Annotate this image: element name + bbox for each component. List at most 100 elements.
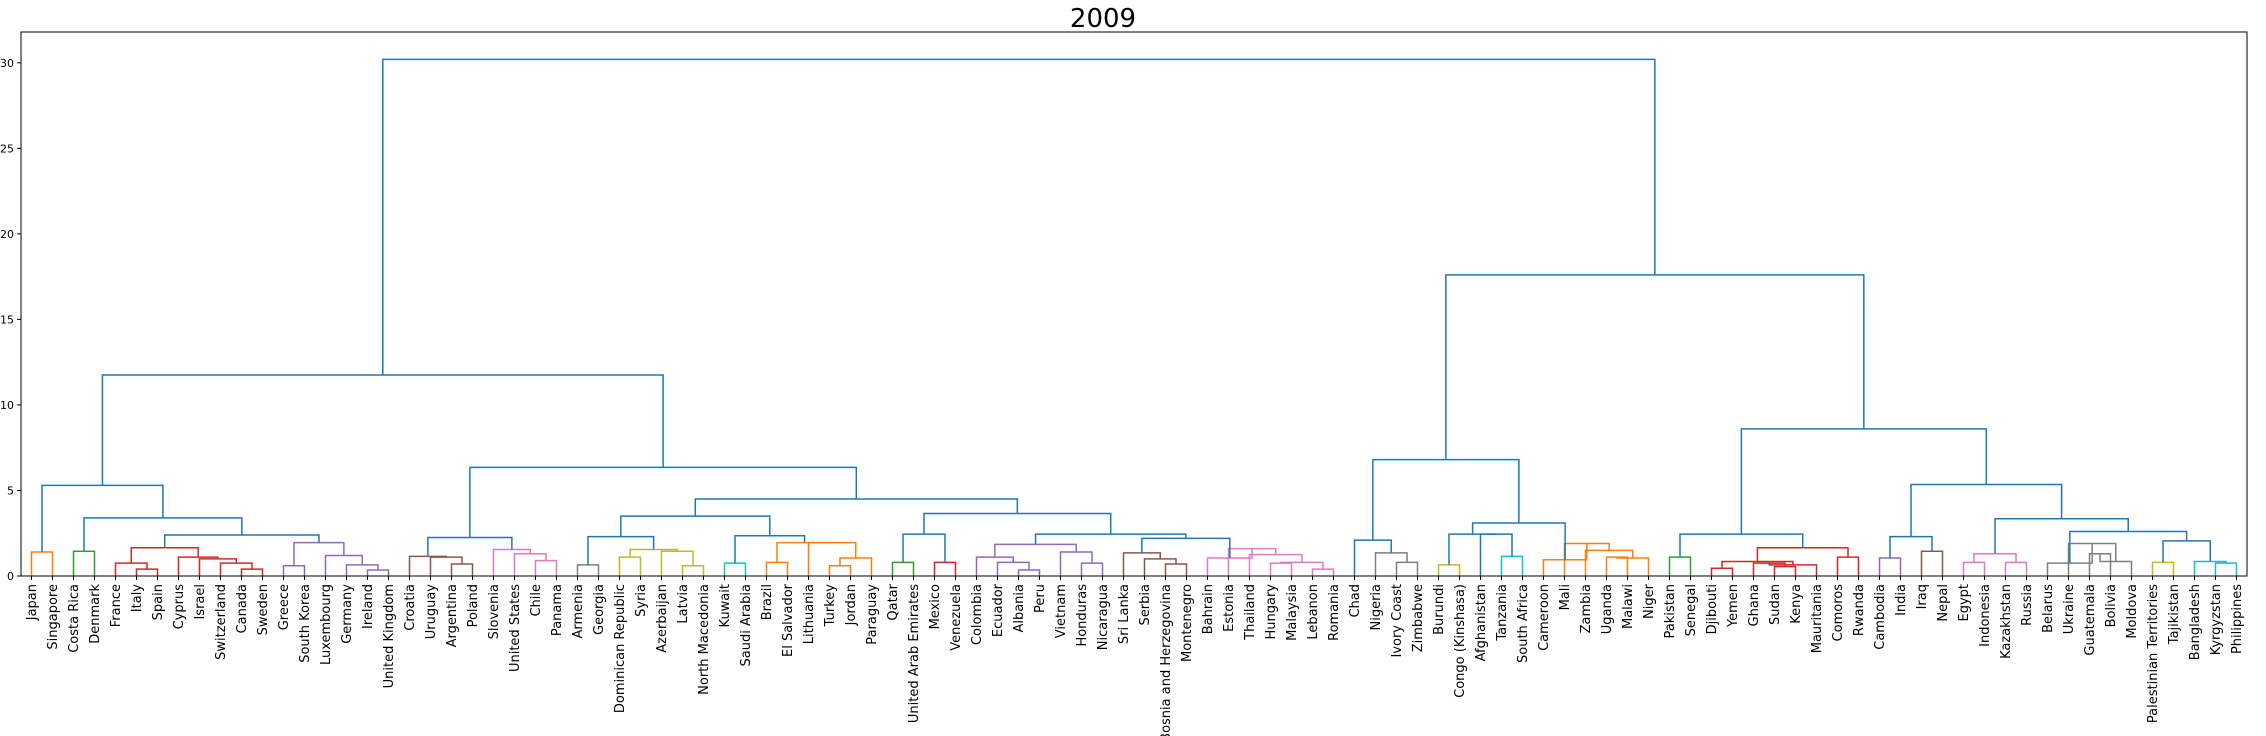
y-tick-label: 20 [0, 228, 14, 241]
leaf-label: Argentina [445, 584, 460, 647]
dendrogram-link [1973, 553, 2017, 563]
leaf-label: Nicaragua [1096, 584, 1111, 650]
dendrogram-link [975, 556, 1014, 576]
dendrogram-link [1445, 274, 1865, 460]
leaf-label: Ecuador [991, 583, 1006, 637]
dendrogram-link [1500, 555, 1524, 576]
leaf-label: Luxembourg [319, 584, 334, 665]
leaf-label: Panama [550, 584, 565, 636]
leaf-label: Sudan [1768, 584, 1783, 625]
dendrogram-link [1311, 568, 1335, 576]
leaf-label: Japan [25, 584, 40, 621]
leaf-label: United Arab Emirates [907, 584, 922, 723]
leaf-label: Sri Lanka [1117, 584, 1132, 644]
dendrogram-link [534, 559, 558, 576]
dendrogram-link [828, 564, 852, 576]
leaf-label: Canada [235, 584, 250, 633]
dendrogram-link [2214, 562, 2238, 576]
dendrogram-link [723, 562, 747, 576]
dendrogram-link [1773, 565, 1797, 576]
leaf-label: Pakistan [1663, 584, 1678, 638]
leaf-label: Serbia [1138, 584, 1153, 625]
dendrogram-link [807, 541, 857, 576]
dendrogram-link [1605, 556, 1629, 576]
leaf-label: South Africa [1516, 584, 1531, 663]
leaf-label: Nepal [1936, 584, 1951, 622]
dendrogram-link [1353, 539, 1392, 576]
leaf-label: Senegal [1684, 584, 1699, 636]
leaf-label: Spain [151, 584, 166, 620]
leaf-label: Rwanda [1852, 584, 1867, 636]
leaf-label: Kuwait [718, 584, 733, 627]
dendrogram-link [660, 550, 694, 576]
leaf-label: Peru [1033, 584, 1048, 613]
leaf-label: Uganda [1600, 584, 1615, 634]
dendrogram-link [427, 536, 513, 557]
dendrogram-link [177, 556, 219, 576]
dendrogram-link [382, 58, 1656, 375]
leaf-label: Comoros [1831, 584, 1846, 642]
leaf-label: Germany [340, 584, 355, 644]
leaf-label: Afghanistan [1474, 584, 1489, 661]
leaf-label: Albania [1012, 584, 1027, 633]
leaf-label: Yemen [1726, 584, 1741, 628]
dendrogram-link [163, 534, 320, 548]
dendrogram-link [1248, 553, 1303, 576]
leaf-label: Iraq [1915, 584, 1930, 609]
dendrogram-link [681, 564, 705, 576]
leaf-label: Chad [1348, 584, 1363, 618]
dendrogram-link [2151, 561, 2175, 576]
leaf-label: Switzerland [214, 584, 229, 660]
y-tick-label: 25 [0, 142, 14, 155]
leaf-label: Georgia [592, 584, 607, 635]
dendrogram-link [1920, 550, 1944, 576]
leaf-label: Cyprus [172, 584, 187, 630]
leaf-label: Bosnia and Herzegovina [1159, 584, 1174, 736]
dendrogram-link [902, 533, 946, 563]
y-tick-label: 30 [0, 57, 14, 70]
leaf-label: Romania [1327, 584, 1342, 641]
dendrogram-link [1437, 564, 1461, 576]
leaf-label: Hungary [1264, 584, 1279, 640]
dendrogram-link [41, 484, 164, 553]
leaf-label: Jordan [844, 584, 859, 626]
leaf-label: Cameroon [1537, 584, 1552, 651]
leaf-label: Sweden [256, 584, 271, 635]
leaf-label: Mauritania [1810, 584, 1825, 653]
leaf-label: Ghana [1747, 584, 1762, 627]
leaf-label: Bahrain [1201, 584, 1216, 634]
dendrogram-link [1059, 551, 1093, 576]
leaf-label: Ivory Coast [1390, 584, 1405, 658]
leaf-label: Egypt [1957, 584, 1972, 622]
dendrogram-link [1395, 561, 1419, 576]
x-axis: Japan Singapore Costa Rica Denmark France Ita… [25, 576, 2245, 736]
dendrogram-link [408, 555, 447, 576]
dendrogram-link [734, 535, 806, 564]
dendrogram-link [72, 550, 96, 576]
leaf-label: Estonia [1222, 584, 1237, 632]
y-tick-label: 5 [7, 484, 14, 497]
dendrogram-links [30, 58, 2238, 576]
leaf-label: North Macedonia [697, 584, 712, 695]
dendrogram-link [1710, 567, 1734, 576]
leaf-label: Greece [277, 584, 292, 630]
dendrogram-link [765, 561, 789, 576]
leaf-label: Cambodia [1873, 584, 1888, 650]
leaf-label: Azerbaijan [655, 584, 670, 653]
leaf-label: Qatar [886, 583, 901, 620]
leaf-label: Tanzania [1495, 584, 1510, 642]
dendrogram-link [839, 557, 873, 576]
leaf-label: Djibouti [1705, 584, 1720, 634]
dendrogram-link [1269, 562, 1293, 576]
dendrogram-link [1206, 548, 1253, 576]
leaf-label: Singapore [46, 584, 61, 650]
dendrogram-link [282, 564, 306, 576]
leaf-label: Ukraine [2062, 584, 2077, 634]
leaf-label: Burundi [1432, 584, 1447, 635]
dendrogram-link [1141, 537, 1231, 559]
dendrogram-link [1080, 562, 1104, 576]
leaf-label: Mali [1558, 584, 1573, 610]
leaf-label: Indonesia [1978, 584, 1993, 647]
dendrogram-link [1584, 549, 1634, 576]
